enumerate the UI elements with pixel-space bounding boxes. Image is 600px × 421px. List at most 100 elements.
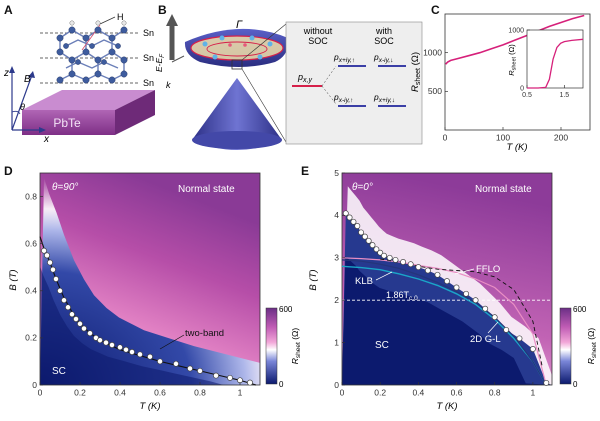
d-sc-core [40, 266, 224, 385]
d-xtick-label: 0.2 [74, 388, 86, 398]
d-ytick-label: 0.4 [25, 286, 37, 296]
k-label: k [166, 80, 171, 90]
d-fit-label: two-band [185, 328, 224, 339]
d-data-point [197, 367, 203, 374]
sn-label-2: Sn [143, 53, 154, 63]
soc-label-2: SOC [374, 36, 394, 46]
d-colorbar-min: 0 [279, 380, 284, 389]
d-data-point [50, 266, 56, 273]
c-inset-ticks: 0.5 1.5 0 1000 [508, 27, 569, 99]
d-ylabel: B (T) [8, 269, 19, 290]
e-xtick-label: 0.2 [374, 388, 386, 398]
with-soc-label: with [375, 26, 392, 36]
d-data-point [147, 353, 153, 360]
e-gl-label: 2D G-L [470, 334, 501, 345]
d-data-point [41, 247, 47, 254]
d-data-point [173, 360, 179, 367]
e-plot-frame [341, 172, 553, 386]
e-data-point [543, 379, 550, 386]
e-xtick-label: 0 [340, 388, 345, 398]
d-data-point [157, 358, 163, 365]
d-data-point [61, 297, 67, 304]
d-xtick-label: 0.8 [194, 388, 206, 398]
e-data-point [529, 346, 536, 352]
e-data-point [415, 264, 422, 271]
e-data-point [491, 314, 498, 321]
energy-arrowhead [166, 14, 178, 26]
lattice-atoms [56, 26, 128, 84]
d-heatmap [40, 173, 260, 385]
e-xtick-label: 0.8 [489, 388, 501, 398]
hydrogen-atoms [69, 20, 127, 26]
e-ytick-label: 0 [334, 380, 339, 390]
e-data-point [354, 223, 361, 229]
e-data-point [400, 259, 407, 265]
fermi-ring-inner [206, 41, 268, 57]
level-1-label: px+iy,↑ [333, 52, 355, 64]
without-soc-label: without [303, 26, 333, 36]
e-ytick-label: 1 [334, 337, 339, 347]
d-data-point [97, 337, 103, 344]
d-data-point [87, 330, 93, 337]
e-ytick-label: 4 [334, 210, 339, 220]
e-data-point [472, 297, 479, 304]
d-data-point [187, 365, 193, 372]
d-data-point [129, 349, 135, 355]
k-axis [171, 55, 185, 63]
d-data-point [53, 276, 59, 282]
e-data-point [346, 214, 353, 221]
d-data-point [117, 344, 123, 351]
e-colorbar [559, 307, 572, 385]
e-data-point [407, 261, 414, 268]
e-data-point [516, 335, 523, 342]
e-fflo-curve [341, 257, 547, 386]
d-data-point [57, 287, 63, 294]
e-sc-core [342, 256, 552, 385]
e-data-point [350, 218, 357, 225]
e-data-point [424, 267, 431, 274]
c-ticks: 0 100 200 500 1000 [423, 48, 568, 143]
e-colorbar-min: 0 [573, 380, 578, 389]
e-angle-label: θ=0° [352, 182, 373, 193]
e-colorbar-label: Rsheet (Ω) [586, 328, 598, 365]
lower-band-base [192, 131, 282, 149]
e-klb-label: KLB [355, 276, 373, 287]
c-inset-xtick-label: 0.5 [522, 92, 532, 99]
e-data-point [381, 252, 387, 259]
e-gl-pointer [487, 321, 499, 334]
c-inset-xtick-label: 1.5 [559, 92, 569, 99]
e-klb-curve [341, 265, 547, 386]
e-data-points [342, 210, 550, 386]
e-klb-pointer [375, 271, 393, 281]
e-data-point [463, 290, 470, 297]
d-data-point [73, 316, 79, 322]
c-xlabel: T (K) [506, 142, 527, 153]
level-diagram-box [285, 21, 423, 145]
zoom-box [231, 59, 243, 70]
b-arrowhead [28, 71, 35, 78]
d-data-point [247, 379, 253, 386]
spin-arrows-red [228, 43, 247, 47]
c-inset-ytick-label: 1000 [508, 27, 524, 34]
d-ytick-label: 0.8 [25, 191, 37, 201]
h-label: H [117, 12, 124, 22]
h-pointer [99, 16, 116, 25]
gamma-label: Γ [236, 19, 243, 31]
e-data-point [392, 256, 399, 263]
lower-band [192, 78, 282, 150]
e-ticks: 0 0.2 0.4 0.6 0.8 1 0 1 2 3 4 5 [334, 168, 535, 398]
d-xtick-label: 0.4 [114, 388, 126, 398]
d-data-point [227, 374, 233, 381]
c-inset-frame [526, 29, 584, 89]
level-2-label: px-iy,↓ [373, 52, 393, 64]
e-data-point [377, 249, 384, 256]
substrate-front [22, 110, 115, 135]
d-sc-label: SC [52, 366, 66, 377]
d-ytick-label: 0.2 [25, 333, 37, 343]
e-sc-label: SC [375, 340, 389, 351]
e-xtick-label: 0.4 [412, 388, 424, 398]
c-inset-ylabel: Rsheet (Ω) [507, 44, 518, 76]
z-arrowhead [9, 66, 15, 73]
c-ylabel: Rsheet (Ω) [410, 52, 422, 92]
e-xtick-label: 0.6 [451, 388, 463, 398]
